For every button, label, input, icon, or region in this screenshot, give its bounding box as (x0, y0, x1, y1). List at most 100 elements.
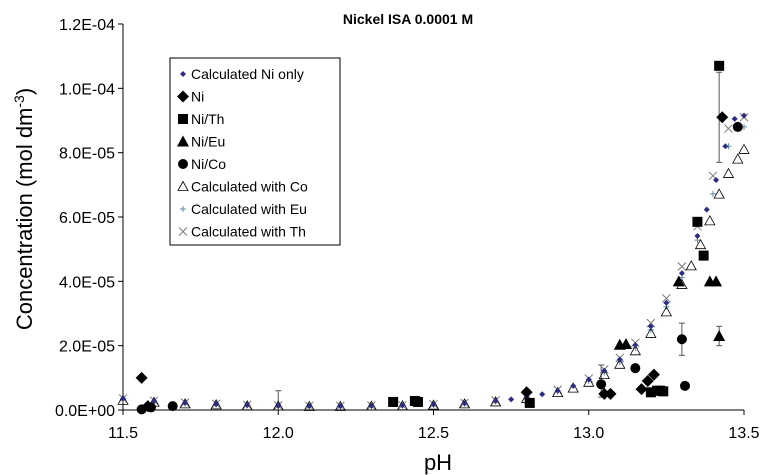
y-tick-label: 6.0E-05 (59, 210, 115, 227)
chart-title: Nickel ISA 0.0001 M (343, 11, 473, 27)
legend-item: Calculated with Eu (180, 201, 307, 217)
data-point (692, 216, 703, 227)
legend-label: Calculated with Co (191, 179, 308, 195)
legend-marker (178, 159, 188, 169)
y-axis-label: Concentration (mol dm-3) (11, 88, 37, 330)
legend-item: Ni (177, 89, 204, 105)
data-point (646, 318, 656, 328)
data-point (678, 270, 685, 277)
data-point (722, 167, 735, 178)
data-point (508, 396, 515, 403)
data-point (570, 382, 577, 389)
data-point (616, 356, 623, 363)
data-point (645, 387, 656, 398)
legend-item: Calculated with Co (177, 179, 308, 195)
x-tick-label: 11.5 (108, 425, 138, 442)
data-point (694, 238, 707, 250)
data-point (552, 386, 564, 398)
legend-label: Calculated with Eu (191, 201, 307, 217)
data-point (738, 143, 750, 154)
axes (118, 23, 745, 415)
data-point (120, 395, 126, 402)
data-point (136, 404, 147, 415)
data-point (213, 401, 220, 408)
x-tick-label: 13.5 (728, 425, 759, 442)
legend-marker (180, 206, 186, 212)
data-point (620, 338, 633, 350)
data-point (412, 396, 423, 407)
data-point (647, 323, 654, 330)
data-point (368, 402, 375, 409)
data-point (388, 396, 399, 407)
data-point (492, 397, 499, 404)
data-point (694, 232, 701, 239)
data-point (731, 115, 738, 122)
data-point (714, 60, 725, 71)
data-point (275, 402, 282, 409)
tick-labels: 11.5 12.0 12.5 13.0 13.5 0.0E+00 2.0E-05 4.0E-0… (55, 17, 760, 442)
data-point (685, 260, 697, 271)
data-point (630, 363, 641, 374)
data-point (585, 376, 592, 383)
legend-item: Calculated Ni only (180, 66, 304, 82)
data-point (337, 403, 344, 410)
legend-item: Calculated with Th (178, 224, 306, 240)
data-point (660, 306, 673, 317)
y-tick-label: 2.0E-05 (59, 339, 115, 356)
data-point (647, 368, 660, 381)
data-point (520, 386, 533, 399)
data-point (151, 397, 158, 404)
data-point (524, 397, 535, 408)
data-point (632, 342, 639, 349)
legend-marker (178, 227, 188, 236)
data-point (663, 299, 670, 306)
data-point (399, 402, 406, 409)
data-point (713, 177, 720, 184)
data-point (604, 387, 617, 400)
legend-label: Ni (191, 89, 204, 105)
series-ni (135, 111, 729, 413)
legend-item: Ni/Eu (177, 134, 225, 150)
data-point (539, 391, 546, 398)
data-point (430, 401, 437, 408)
y-tick-label: 0.0E+00 (55, 403, 115, 420)
data-point (713, 330, 726, 342)
data-marks (117, 60, 750, 415)
data-point (182, 399, 189, 406)
legend-marker (178, 114, 188, 124)
series-calculated-ni-only (120, 112, 747, 410)
legend-item: Ni/Th (178, 111, 224, 127)
data-point (598, 387, 611, 400)
data-point (732, 121, 743, 132)
data-point (713, 188, 725, 199)
data-point (145, 402, 156, 413)
x-axis-label: pH (424, 450, 452, 475)
y-axis-label-superscript: -3 (11, 95, 27, 108)
data-point (601, 367, 608, 374)
data-point (709, 190, 716, 197)
data-point (598, 368, 610, 380)
data-point (704, 215, 716, 226)
data-point (135, 371, 148, 384)
data-point (583, 376, 595, 387)
data-point (645, 327, 657, 338)
data-point (732, 153, 744, 164)
data-point (724, 124, 733, 133)
error-bars (275, 71, 723, 411)
data-point (676, 334, 687, 345)
data-point (703, 206, 710, 213)
series-ni-co (136, 121, 743, 415)
data-point (167, 401, 178, 412)
data-point (461, 400, 468, 407)
legend-marker (177, 180, 189, 191)
data-point (672, 275, 685, 287)
data-point (716, 111, 729, 124)
data-point (677, 262, 687, 271)
data-point (629, 344, 642, 356)
y-axis-label-close: ) (12, 88, 37, 95)
y-tick-label: 1.0E-04 (59, 81, 115, 98)
legend-label: Ni/Eu (191, 134, 225, 150)
data-point (614, 358, 626, 369)
data-point (662, 294, 671, 303)
